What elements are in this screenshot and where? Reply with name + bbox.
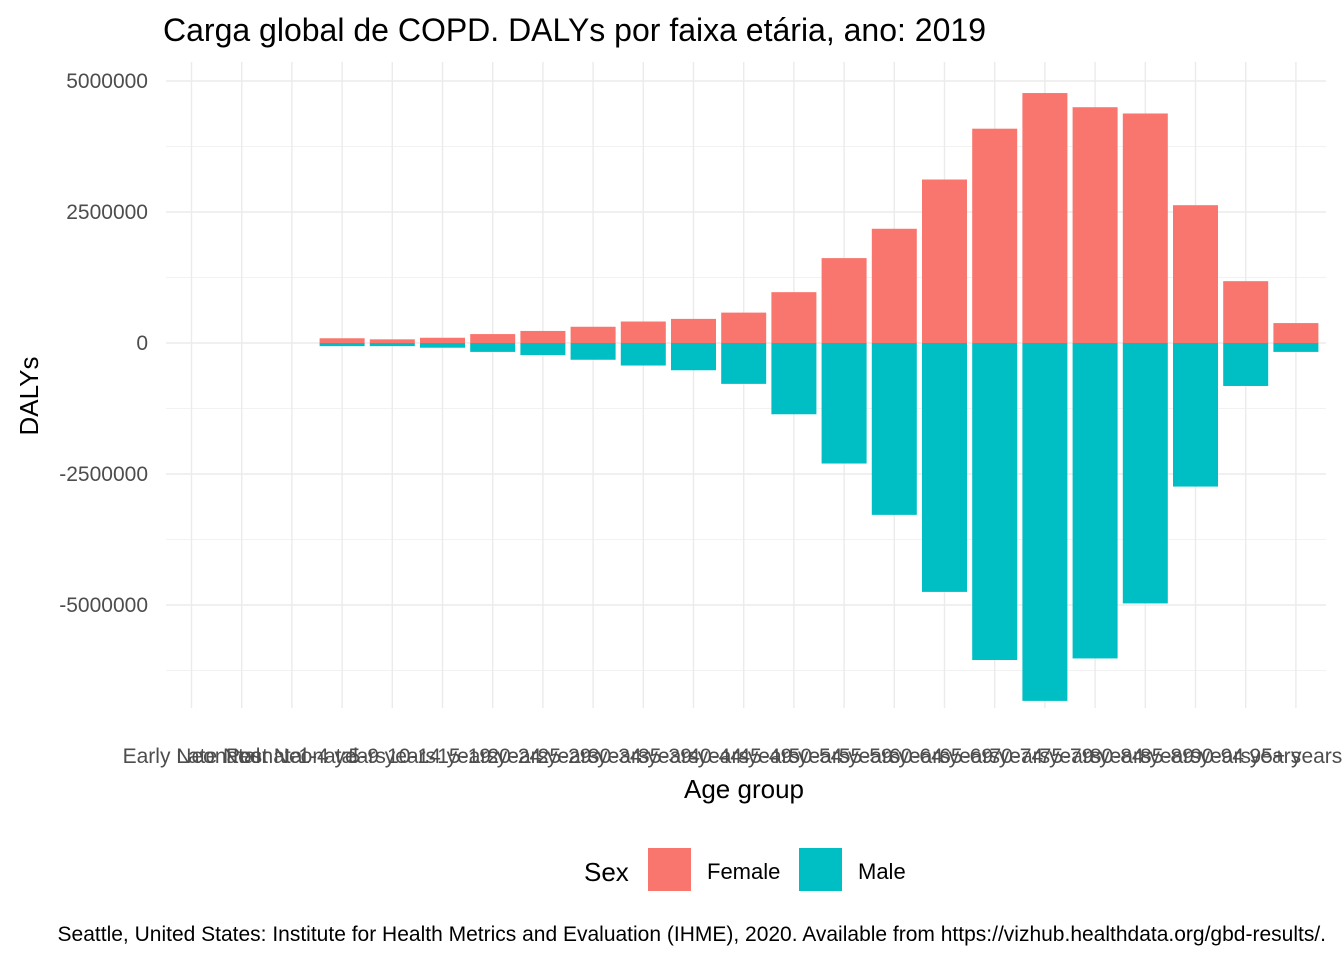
bar-female bbox=[1122, 113, 1168, 343]
bar-female bbox=[620, 321, 666, 343]
y-tick-label: -2500000 bbox=[59, 463, 148, 486]
legend-key-female bbox=[648, 848, 691, 891]
y-axis-title: DALYs bbox=[14, 357, 44, 436]
bar-female bbox=[771, 292, 817, 343]
bar-male bbox=[570, 343, 616, 360]
bar-male bbox=[771, 343, 817, 415]
bar-female bbox=[369, 339, 415, 343]
bar-female bbox=[319, 338, 365, 343]
x-tick-label: 55-59 years bbox=[839, 745, 950, 768]
x-tick-label: 45-49 years bbox=[738, 745, 849, 768]
bar-male bbox=[922, 343, 967, 592]
bar-female bbox=[1223, 281, 1269, 343]
x-tick-label: 20-24 years bbox=[487, 745, 598, 768]
bar-male bbox=[369, 343, 415, 347]
x-tick-label: 50-54 years bbox=[789, 745, 900, 768]
x-tick-label: 35-39 years bbox=[638, 745, 749, 768]
bar-male bbox=[821, 343, 867, 464]
x-tick-label: 90-94 years bbox=[1190, 745, 1301, 768]
y-tick-label: 2500000 bbox=[66, 201, 148, 224]
legend: Sex Female Male bbox=[584, 848, 906, 891]
bar-female bbox=[871, 228, 917, 343]
legend-key-male bbox=[799, 848, 842, 891]
x-tick-label: Early Neonatal bbox=[123, 745, 261, 768]
bar-male bbox=[470, 343, 516, 352]
legend-label-male: Male bbox=[858, 859, 906, 884]
bar-male bbox=[620, 343, 666, 366]
bar-female bbox=[420, 337, 465, 343]
bar-female bbox=[671, 318, 716, 343]
chart-title: Carga global de COPD. DALYs por faixa et… bbox=[163, 12, 986, 48]
x-tick-label: Late Neonatal bbox=[176, 745, 307, 768]
bar-male bbox=[420, 343, 465, 348]
bar-male bbox=[1223, 343, 1269, 386]
x-tick-label: Post Neonatal bbox=[226, 745, 358, 768]
x-tick-label: 10-14 years bbox=[387, 745, 498, 768]
x-tick-label: 1-4 years bbox=[298, 745, 386, 768]
x-tick-label: 75-79 years bbox=[1040, 745, 1151, 768]
bar-male bbox=[972, 343, 1018, 661]
bar-female bbox=[972, 128, 1018, 343]
bar-female bbox=[721, 312, 767, 343]
x-tick-label: 15-19 years bbox=[437, 745, 548, 768]
x-tick-label: 80-84 years bbox=[1090, 745, 1201, 768]
bar-male bbox=[871, 343, 917, 515]
x-tick-label: 40-44 years bbox=[688, 745, 799, 768]
y-tick-label: 0 bbox=[136, 332, 148, 355]
x-tick-label: 85-89 years bbox=[1140, 745, 1251, 768]
x-tick-label: 65-69 years bbox=[939, 745, 1050, 768]
legend-title: Sex bbox=[584, 857, 629, 887]
source-caption: Seattle, United States: Institute for He… bbox=[58, 923, 1326, 946]
x-axis-title: Age group bbox=[684, 774, 804, 804]
legend-label-female: Female bbox=[707, 859, 780, 884]
bar-male bbox=[319, 343, 365, 347]
bar-female bbox=[1022, 93, 1068, 343]
x-tick-label: 95+ years bbox=[1249, 745, 1342, 768]
y-axis-ticks: -5000000 -2500000 0 2500000 5000000 bbox=[59, 70, 148, 617]
bar-male bbox=[1173, 343, 1218, 487]
bar-female bbox=[1173, 205, 1218, 343]
y-tick-label: 5000000 bbox=[66, 70, 148, 93]
bar-male bbox=[1273, 343, 1319, 352]
bar-male bbox=[671, 343, 716, 371]
x-tick-label: 5-9 years bbox=[349, 745, 437, 768]
bar-male bbox=[1122, 343, 1168, 604]
bar-female bbox=[922, 179, 967, 343]
y-tick-label: -5000000 bbox=[59, 594, 148, 617]
bars bbox=[319, 93, 1319, 701]
bar-female bbox=[520, 330, 566, 343]
bar-male bbox=[520, 343, 566, 356]
x-tick-label: 30-34 years bbox=[588, 745, 699, 768]
bar-male bbox=[1072, 343, 1118, 659]
bar-female bbox=[821, 258, 867, 343]
x-tick-label: 60-64 years bbox=[889, 745, 1000, 768]
bar-female bbox=[470, 334, 516, 343]
bar-female bbox=[1072, 107, 1118, 343]
bar-female bbox=[1273, 323, 1319, 343]
x-tick-label: 70-74 years bbox=[989, 745, 1100, 768]
x-tick-label: 25-29 years bbox=[538, 745, 649, 768]
bar-male bbox=[1022, 343, 1068, 701]
bar-female bbox=[570, 326, 616, 343]
bar-male bbox=[721, 343, 767, 384]
